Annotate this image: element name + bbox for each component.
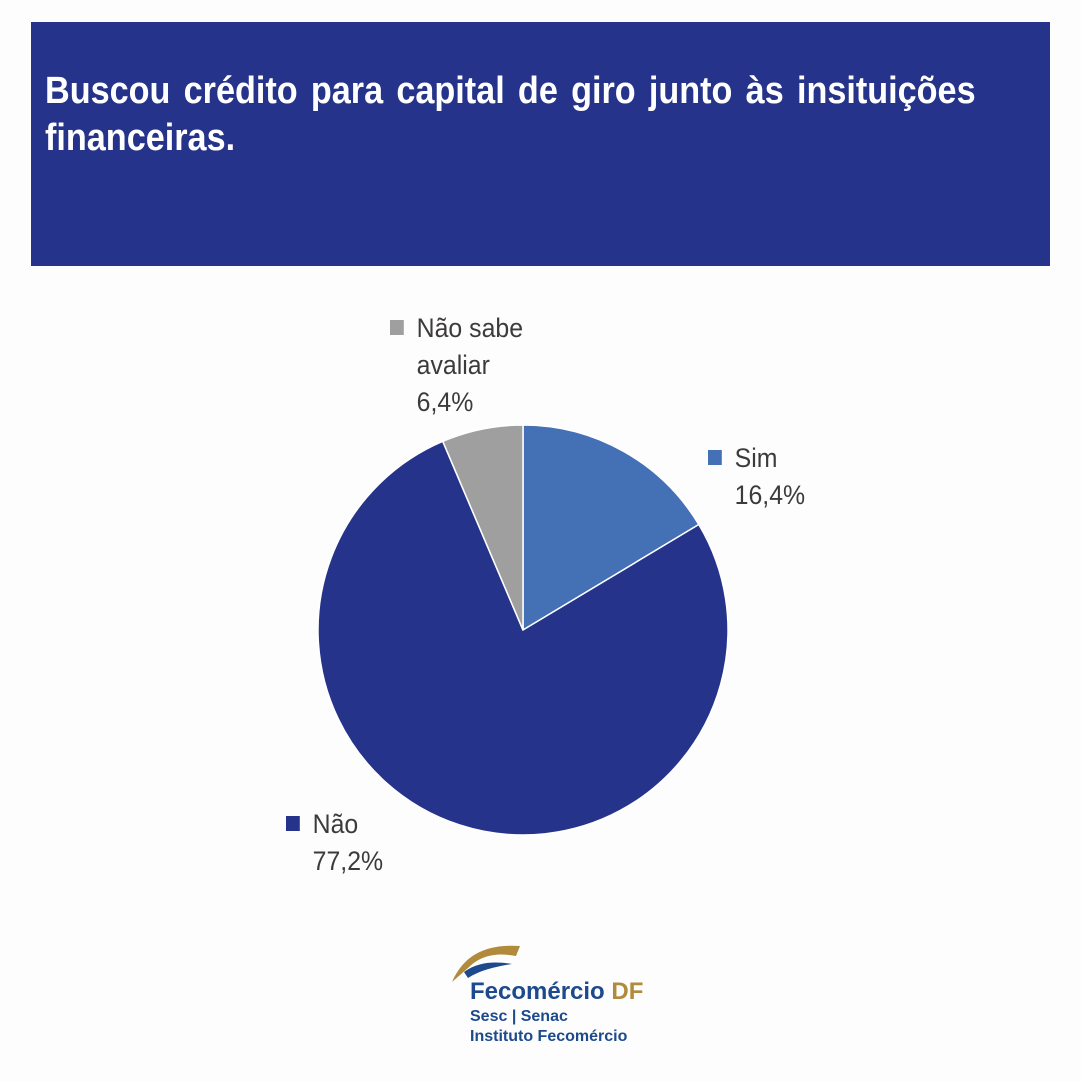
slice-value: 77,2% — [312, 846, 384, 876]
legend-label-nao-sabe: Não sabe avaliar 6,4% — [390, 310, 536, 421]
slice-label: Sim — [734, 443, 778, 473]
logo-wing-icon — [452, 945, 520, 982]
logo-name: Fecomércio — [470, 978, 605, 1005]
legend-label-sim: Sim 16,4% — [708, 440, 805, 514]
pie-slice-n-o — [317, 440, 729, 836]
slice-label: Não — [312, 809, 359, 839]
legend-swatch — [390, 320, 404, 335]
slice-label: Não sabe avaliar — [416, 313, 524, 380]
pie-slice-n-o-sabe-avaliar — [441, 424, 524, 631]
slice-value: 16,4% — [734, 480, 806, 510]
logo-suffix: DF — [611, 978, 644, 1005]
chart-title: Buscou crédito para capital de giro junt… — [45, 70, 976, 159]
fecomercio-logo: Fecomércio DF Sesc | Senac Instituto Fec… — [450, 942, 680, 1052]
logo-line3: Instituto Fecomércio — [470, 1028, 628, 1045]
title-banner — [31, 22, 1050, 266]
legend-swatch — [286, 816, 300, 831]
legend-label-nao: Não 77,2% — [286, 806, 383, 880]
slice-value: 6,4% — [416, 387, 474, 417]
legend-swatch — [708, 450, 722, 465]
pie-slice-sim — [522, 424, 700, 632]
logo-line2: Sesc | Senac — [470, 1008, 568, 1025]
